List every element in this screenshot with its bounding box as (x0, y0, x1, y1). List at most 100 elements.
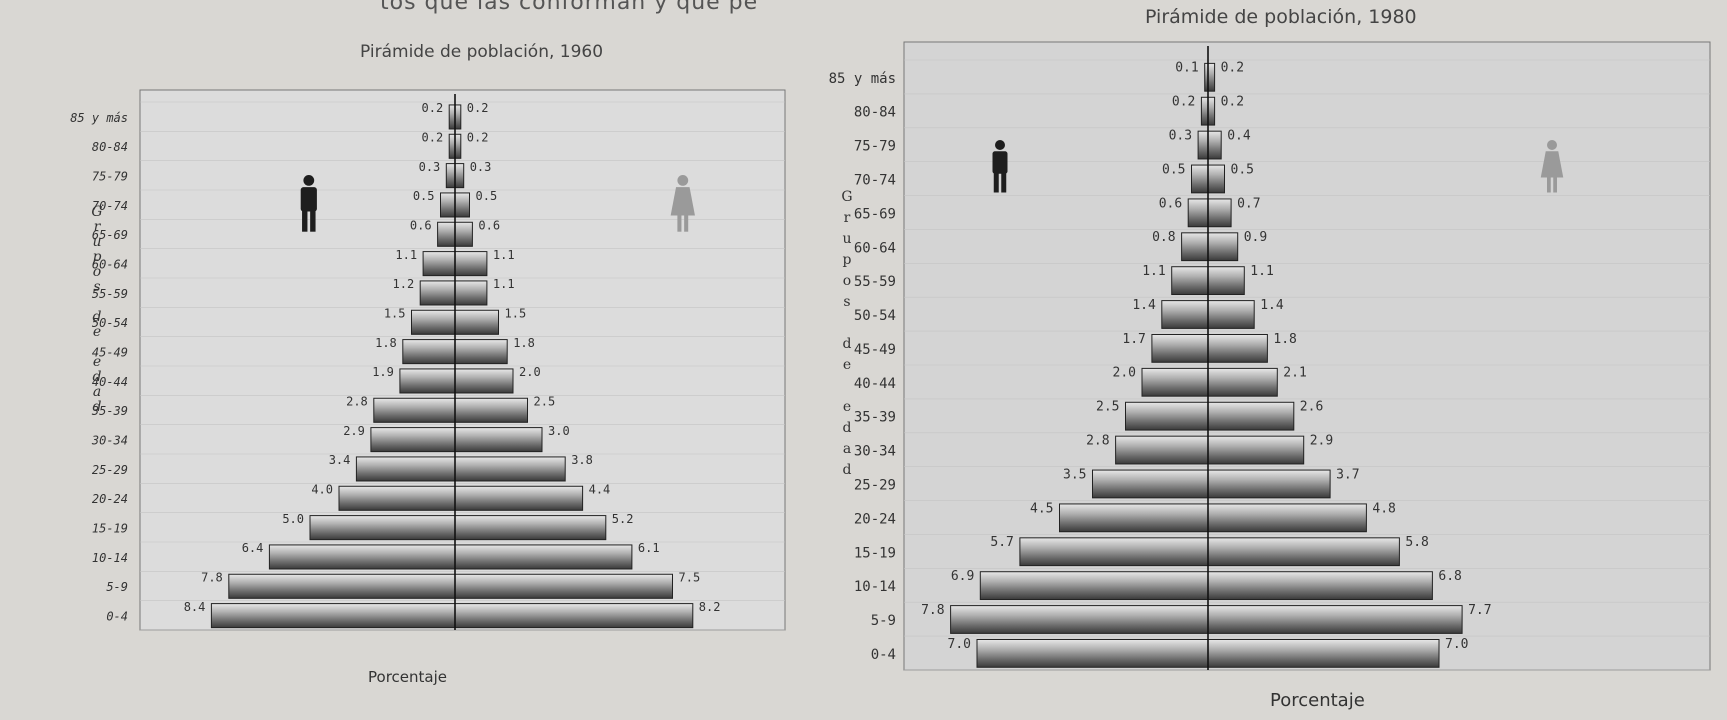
value-label-left: 1.5 (384, 306, 406, 320)
age-group-label: 30-34 (854, 444, 896, 460)
value-label-left: 3.5 (1063, 467, 1086, 482)
bar-right (1207, 469, 1331, 499)
value-label-right: 0.2 (1221, 95, 1244, 110)
bar-right (1207, 639, 1440, 668)
bar-right (1207, 96, 1216, 126)
value-label-right: 0.5 (1231, 162, 1254, 177)
value-label-left: 7.8 (921, 603, 944, 618)
value-label-right: 0.6 (478, 218, 500, 232)
value-label-left: 0.5 (413, 189, 435, 203)
bar-right (454, 104, 462, 130)
bar-left (1197, 130, 1209, 160)
bar-left (422, 251, 456, 277)
bar-right (1207, 198, 1232, 228)
value-label-right: 6.8 (1438, 569, 1461, 584)
value-label-left: 1.7 (1122, 332, 1145, 347)
bar-right (1207, 62, 1216, 92)
value-label-right: 0.4 (1227, 129, 1251, 144)
value-label-right: 1.1 (493, 248, 515, 262)
value-label-right: 5.8 (1405, 535, 1428, 550)
bar-right (1207, 537, 1400, 567)
age-group-label: 35-39 (91, 404, 128, 418)
bar-left (1115, 435, 1209, 465)
bar-left (210, 603, 456, 629)
value-label-left: 5.0 (282, 512, 304, 526)
bar-left (1151, 334, 1209, 363)
bar-left (448, 133, 456, 159)
age-group-label: 60-64 (92, 257, 128, 271)
age-group-label: 10-14 (854, 579, 896, 595)
bar-left (373, 397, 456, 423)
bar-right (1207, 300, 1255, 329)
value-label-left: 1.1 (1142, 264, 1165, 279)
value-label-left: 1.2 (393, 277, 415, 291)
value-label-left: 0.6 (410, 218, 432, 232)
bar-left (448, 104, 456, 130)
bar-right (454, 192, 470, 218)
bar-right (1207, 266, 1245, 296)
age-group-label: 5-9 (106, 580, 128, 594)
value-label-right: 7.7 (1468, 603, 1491, 618)
value-label-left: 6.4 (242, 541, 264, 555)
bar-left (1171, 266, 1209, 296)
bar-right (1207, 164, 1225, 194)
female-figure-icon (670, 175, 695, 232)
value-label-right: 7.0 (1445, 637, 1468, 652)
value-label-left: 2.0 (1113, 366, 1136, 381)
bar-right (454, 251, 488, 277)
age-group-label: 70-74 (92, 199, 128, 213)
value-label-right: 1.8 (513, 336, 535, 350)
female-figure-icon (1540, 140, 1564, 193)
age-group-label: 0-4 (106, 609, 128, 623)
chart-title: Pirámide de población, 1960 (360, 42, 604, 62)
value-label-right: 0.2 (467, 130, 489, 144)
bar-right (454, 573, 673, 599)
value-label-left: 0.2 (422, 101, 444, 115)
bar-left (399, 368, 456, 394)
x-axis-label: Porcentaje (368, 668, 447, 686)
value-label-right: 1.1 (1250, 264, 1273, 279)
bar-right (454, 397, 528, 423)
age-group-label: 25-29 (854, 478, 896, 494)
age-group-label: 30-34 (91, 433, 128, 447)
bar-left (268, 544, 456, 570)
bar-left (419, 280, 456, 306)
bar-left (440, 192, 456, 218)
value-label-right: 5.2 (612, 512, 634, 526)
value-label-left: 1.9 (372, 365, 394, 379)
value-label-left: 0.5 (1162, 162, 1185, 177)
bar-right (454, 456, 566, 482)
bar-left (309, 515, 456, 541)
age-group-label: 45-49 (854, 342, 896, 358)
value-label-left: 0.3 (419, 160, 441, 174)
bar-right (454, 544, 633, 570)
bar-left (1141, 367, 1209, 397)
bar-left (1181, 232, 1209, 262)
bar-left (445, 163, 456, 189)
bar-left (979, 571, 1209, 601)
value-label-right: 3.0 (548, 424, 570, 438)
bar-left (411, 309, 456, 335)
age-group-label: 50-54 (92, 316, 128, 330)
value-label-right: 0.2 (467, 101, 489, 115)
value-label-left: 7.8 (201, 570, 223, 584)
bar-right (1207, 435, 1305, 465)
age-group-label: 60-64 (854, 240, 896, 256)
bar-right (1207, 503, 1367, 533)
bar-right (454, 427, 543, 453)
value-label-left: 2.8 (346, 394, 368, 408)
value-label-left: 5.7 (990, 535, 1013, 550)
bar-right (454, 280, 488, 306)
male-figure-icon (300, 175, 317, 232)
value-label-left: 0.2 (422, 130, 444, 144)
bar-left (1187, 198, 1209, 228)
age-group-label: 75-79 (92, 169, 128, 183)
value-label-left: 0.3 (1169, 129, 1192, 144)
value-label-left: 8.4 (184, 600, 206, 614)
value-label-right: 1.5 (505, 306, 527, 320)
value-label-left: 4.5 (1030, 501, 1053, 516)
value-label-right: 0.7 (1237, 196, 1260, 211)
age-group-label: 20-24 (92, 492, 128, 506)
value-label-right: 3.8 (571, 453, 593, 467)
